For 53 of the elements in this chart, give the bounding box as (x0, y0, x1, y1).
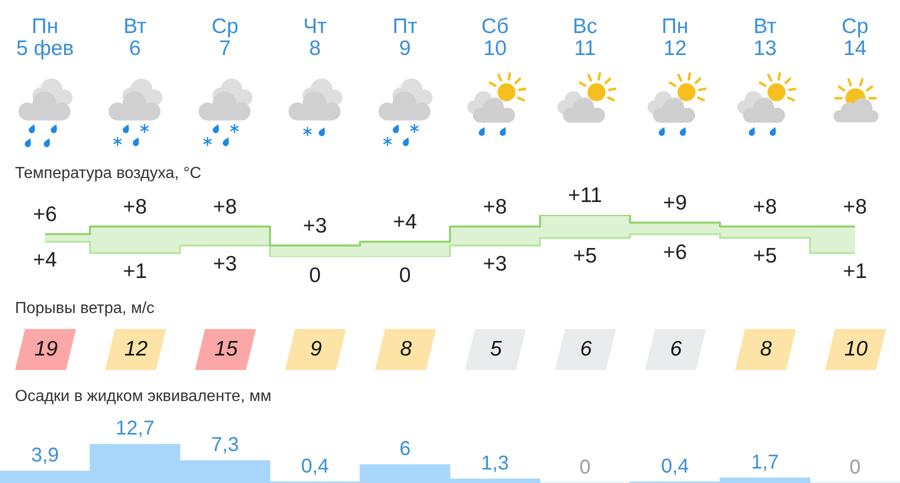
data-label: +6 (33, 202, 57, 226)
data-label: +6 (663, 240, 687, 264)
data-label: +8 (753, 195, 777, 218)
data-label: +1 (123, 260, 147, 283)
x-tick-label: Ср 14 (842, 15, 868, 60)
data-label: 6 (670, 337, 682, 360)
data-label: 10 (844, 337, 868, 360)
data-label: +8 (483, 195, 507, 218)
data-label: 0 (579, 456, 591, 479)
chart-title: Осадки в жидком эквиваленте, мм (15, 388, 272, 405)
data-label: 6 (399, 438, 411, 460)
data-label: 9 (310, 337, 322, 360)
x-tick-label: Пт 9 (392, 15, 418, 60)
data-label: +8 (213, 195, 237, 218)
data-label: 1,7 (751, 451, 779, 474)
data-label: 19 (34, 337, 58, 360)
data-label: 8 (760, 337, 772, 360)
text: Порывы ветра, м/с (15, 300, 154, 317)
data-label: +8 (843, 195, 867, 218)
data-label: 0 (399, 264, 411, 287)
data-label: 8 (400, 337, 412, 360)
x-tick-label: Вт 13 (753, 15, 777, 60)
data-label: +11 (568, 184, 602, 207)
data-label: +3 (303, 214, 327, 238)
data-label: 5 (490, 337, 502, 360)
data-label: 6 (580, 337, 592, 360)
data-label: 12,7 (116, 418, 154, 440)
data-label: +8 (123, 195, 147, 218)
data-label: 15 (214, 337, 238, 360)
x-tick-label: Пн 5 фев (16, 15, 74, 60)
data-label: 1,3 (481, 452, 509, 475)
data-label: +1 (843, 260, 867, 283)
data-label: +3 (213, 252, 237, 276)
data-label: +4 (33, 248, 58, 272)
data-label: 3,9 (31, 444, 59, 467)
data-label: +3 (483, 252, 507, 276)
data-label: +9 (663, 191, 687, 214)
data-label: 7,3 (211, 434, 239, 456)
x-tick-label: Чт 8 (303, 15, 328, 60)
data-label: +4 (393, 210, 418, 234)
x-tick-label: Сб 10 (481, 15, 509, 60)
chart-title: Температура воздуха, °C (15, 165, 202, 182)
x-tick-label: Вс 11 (572, 15, 598, 60)
data-label: 0 (849, 456, 861, 479)
x-tick-label: Вт 6 (124, 15, 147, 60)
data-label: +5 (753, 244, 777, 268)
x-tick-label: Ср 7 (212, 15, 238, 60)
data-label: 0,4 (301, 455, 329, 478)
x-tick-label: Пн 12 (662, 15, 688, 60)
data-label: 0,4 (661, 455, 689, 478)
data-label: 0 (309, 264, 321, 287)
data-label: +5 (573, 244, 597, 268)
data-label: 12 (124, 337, 148, 360)
